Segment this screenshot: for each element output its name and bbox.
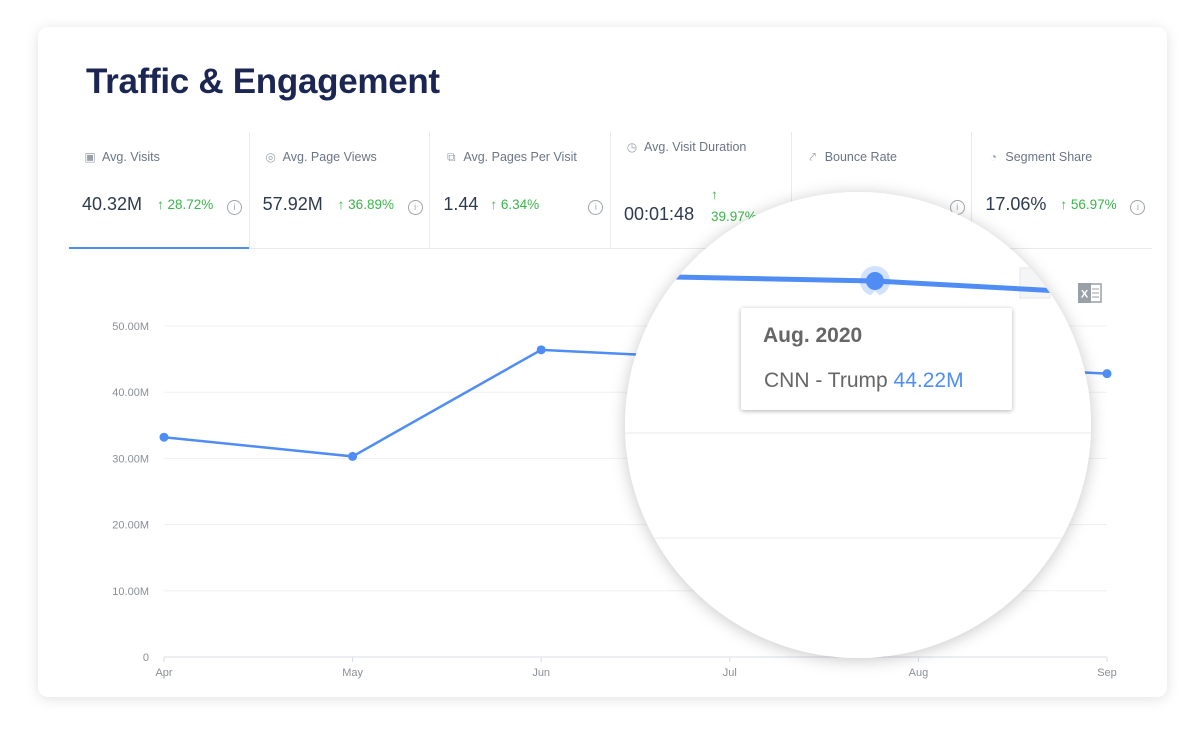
data-point — [159, 432, 169, 442]
data-point — [536, 345, 546, 355]
metric-label: Avg. Pages Per Visit — [463, 150, 577, 164]
x-tick-label: Apr — [155, 667, 172, 679]
metric-change: ↑ 28.72% — [157, 197, 214, 212]
tooltip-value: 44.22M — [893, 369, 964, 392]
y-tick-label: 30.00M — [112, 453, 149, 465]
metric-value: 17.06% — [985, 194, 1047, 214]
metric-change: ↑ 6.34% — [490, 197, 540, 212]
data-point — [1102, 369, 1112, 379]
tooltip-series: CNN - Trump — [764, 369, 888, 392]
info-icon[interactable]: i — [407, 200, 423, 215]
x-tick-label: Jul — [723, 667, 737, 679]
svg-text:X: X — [1081, 289, 1089, 301]
metric-value: 57.92M — [262, 194, 323, 214]
metric-value: 00:01:48 — [624, 204, 695, 224]
metric-value: 1.44 — [443, 194, 479, 214]
metric-label: Bounce Rate — [824, 150, 897, 164]
metric-change: ↑ 56.97% — [1060, 197, 1117, 212]
metric-tab-pages-per-visit[interactable]: ⧉ Avg. Pages Per Visit 1.44 ↑ 6.34% i — [430, 132, 612, 248]
magnified-view — [625, 266, 1091, 539]
magnifier-lens — [625, 192, 1091, 658]
info-icon[interactable]: i — [588, 200, 604, 215]
excel-icon[interactable]: X — [1077, 282, 1102, 304]
trend-icon: ⤤ — [809, 150, 817, 164]
metric-tab-avg-visits[interactable]: ▣ Avg. Visits 40.32M ↑ 28.72% i — [69, 132, 250, 249]
data-point — [348, 451, 358, 461]
info-icon[interactable]: i — [227, 200, 242, 215]
metric-tab-visit-duration[interactable]: ◷ Avg. Visit Duration 00:01:48 ↑ 39.97% — [611, 132, 792, 248]
eye-icon: ◎ — [265, 150, 276, 164]
magnified-export-button — [1019, 267, 1051, 299]
metric-change: ↑ 36.89% — [337, 197, 394, 212]
metric-label: Avg. Visits — [102, 150, 160, 164]
metric-tabs: ▣ Avg. Visits 40.32M ↑ 28.72% i ◎ Avg. Pag… — [69, 132, 1152, 249]
metric-change: ↑ 39.97% — [711, 187, 757, 224]
chart-tooltip: Aug. 2020 CNN - Trump 44.22M — [741, 308, 1012, 410]
metric-tab-segment-share[interactable]: ◔ Segment Share 17.06% ↑ 56.97% i — [972, 132, 1152, 248]
metric-tab-page-views[interactable]: ◎ Avg. Page Views 57.92M ↑ 36.89% i — [250, 132, 431, 248]
tooltip-date: Aug. 2020 — [763, 324, 863, 347]
tooltip-pointer — [868, 291, 882, 298]
metric-value: 40.32M — [82, 194, 143, 214]
y-tick-label: 10.00M — [112, 586, 149, 598]
page-title: Traffic & Engagement — [86, 62, 440, 101]
x-tick-label: Aug — [909, 667, 929, 679]
y-tick-label: 0 — [143, 652, 149, 664]
stopwatch-icon: ◷ — [626, 140, 638, 154]
y-tick-label: 40.00M — [112, 387, 149, 399]
metric-label: Avg. Visit Duration — [644, 140, 747, 154]
pages-icon: ⧉ — [447, 150, 456, 164]
info-icon[interactable]: i — [1130, 200, 1146, 215]
hovered-data-point — [866, 272, 884, 290]
x-tick-label: Sep — [1097, 667, 1117, 679]
visitor-icon: ▣ — [84, 150, 96, 164]
metric-label: Avg. Page Views — [282, 150, 377, 164]
pie-icon: ◔ — [989, 150, 997, 164]
metric-label: Segment Share — [1005, 150, 1093, 164]
x-tick-label: Jun — [532, 667, 550, 679]
x-tick-label: May — [342, 667, 363, 679]
y-tick-label: 50.00M — [112, 321, 149, 333]
y-tick-label: 20.00M — [112, 520, 149, 532]
